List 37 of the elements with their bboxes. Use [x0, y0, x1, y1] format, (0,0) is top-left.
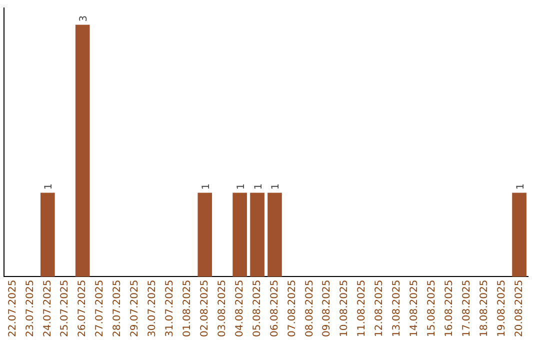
x-tick-label: 18.08.2025	[478, 280, 490, 338]
x-tick-label: 06.08.2025	[269, 280, 280, 338]
x-tick-label: 08.08.2025	[304, 280, 316, 338]
x-tick-label: 09.08.2025	[322, 280, 333, 338]
x-tick-label: 10.08.2025	[339, 280, 350, 338]
x-tick-label: 19.08.2025	[496, 280, 508, 338]
x-tick-label: 30.07.2025	[147, 280, 158, 338]
x-tick-label: 01.08.2025	[182, 280, 193, 338]
data-label: 1	[270, 183, 282, 190]
x-tick-label: 23.07.2025	[24, 280, 36, 338]
x-tick-label: 22.07.2025	[7, 280, 18, 338]
x-tick-label: 13.08.2025	[392, 280, 403, 338]
x-tick-label: 20.08.2025	[514, 280, 525, 338]
x-tick-label: 27.07.2025	[94, 280, 106, 338]
x-tick-label: 03.08.2025	[216, 280, 228, 338]
x-tick-label: 04.08.2025	[234, 280, 246, 338]
x-tick-label: 17.08.2025	[461, 280, 472, 338]
x-tick-label: 28.07.2025	[112, 280, 124, 338]
x-tick-label: 31.07.2025	[164, 280, 176, 338]
x-tick-label: 05.08.2025	[252, 280, 263, 338]
data-label: 1	[515, 183, 526, 190]
x-tick-label: 11.08.2025	[356, 280, 368, 338]
data-label: 1	[253, 183, 264, 190]
x-tick-label: 16.08.2025	[444, 280, 455, 338]
x-tick-label: 07.08.2025	[286, 280, 298, 338]
data-label: 1	[236, 183, 247, 190]
x-tick-label: 24.07.2025	[42, 280, 54, 338]
x-tick-label: 02.08.2025	[199, 280, 210, 338]
x-tick-label: 25.07.2025	[60, 280, 71, 338]
data-label: 1	[200, 183, 212, 190]
data-label: 3	[78, 15, 90, 22]
x-tick-label: 29.07.2025	[130, 280, 141, 338]
data-label: 1	[44, 183, 55, 190]
x-tick-label: 12.08.2025	[374, 280, 386, 338]
x-tick-label: 14.08.2025	[409, 280, 420, 338]
x-tick-label: 15.08.2025	[426, 280, 438, 338]
x-tick-label: 26.07.2025	[77, 280, 88, 338]
